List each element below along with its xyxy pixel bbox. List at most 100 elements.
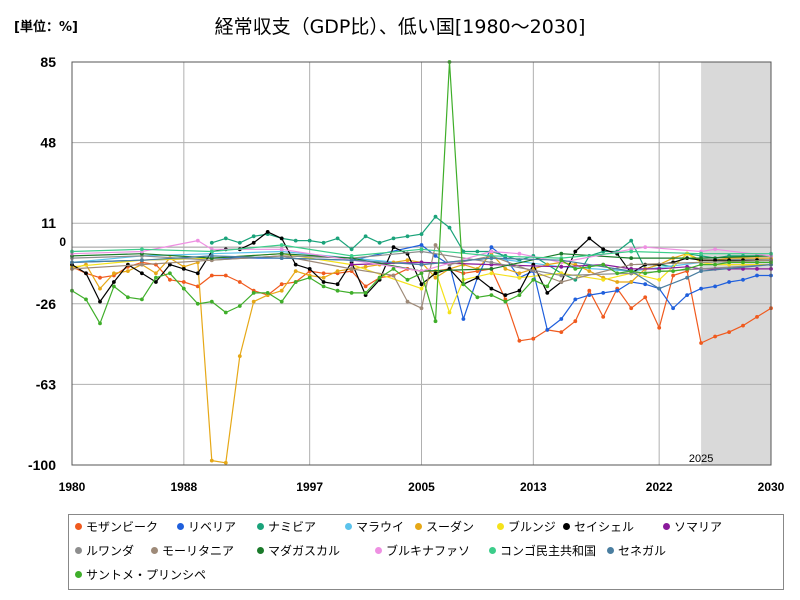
- data-point: [517, 293, 522, 297]
- data-point: [84, 271, 88, 276]
- data-point: [671, 306, 675, 311]
- data-point: [489, 286, 494, 291]
- data-point: [461, 282, 466, 287]
- legend-marker: [489, 547, 496, 554]
- data-point: [699, 256, 703, 260]
- data-point: [335, 288, 340, 293]
- legend-label: ルワンダ: [86, 544, 135, 558]
- data-point: [321, 280, 326, 284]
- data-point: [559, 258, 564, 263]
- data-point: [685, 293, 689, 297]
- data-point: [209, 254, 214, 258]
- data-point: [223, 273, 228, 278]
- data-point: [545, 328, 550, 332]
- data-point: [573, 297, 578, 302]
- legend-item: ナミビア: [257, 520, 316, 534]
- data-point: [181, 267, 186, 271]
- data-point: [685, 267, 689, 271]
- data-point: [349, 247, 354, 252]
- data-point: [727, 280, 731, 284]
- data-point: [349, 291, 354, 295]
- data-point: [489, 245, 494, 250]
- data-point: [154, 280, 158, 284]
- data-point: [279, 243, 284, 247]
- x-tick-label: 2030: [758, 480, 785, 494]
- data-point: [755, 273, 759, 278]
- data-point: [713, 334, 717, 339]
- x-tick-label: 1997: [296, 480, 323, 494]
- data-point: [741, 277, 745, 282]
- data-point: [419, 243, 424, 247]
- data-point: [545, 262, 550, 267]
- data-point: [461, 249, 466, 254]
- data-point: [489, 267, 494, 271]
- data-point: [629, 280, 634, 284]
- data-point: [489, 271, 494, 276]
- data-point: [643, 271, 648, 276]
- data-point: [391, 236, 396, 241]
- data-point: [629, 262, 634, 267]
- data-point: [154, 271, 158, 276]
- data-point: [168, 271, 172, 276]
- data-point: [629, 256, 634, 260]
- data-point: [699, 262, 703, 267]
- forecast-region: [701, 62, 771, 465]
- legend: モザンビーク リベリア ナミビア マラウイ スーダン ブルンジ セイシェル ソマリア ルワンダ モ…: [68, 514, 784, 590]
- data-point: [601, 315, 606, 319]
- legend-item: リベリア: [177, 520, 236, 534]
- data-point: [154, 275, 158, 280]
- data-point: [503, 267, 508, 271]
- y-tick-label: -100: [28, 457, 56, 473]
- data-point: [293, 280, 298, 284]
- data-point: [265, 230, 270, 234]
- data-point: [433, 271, 438, 276]
- series-14: [70, 60, 773, 326]
- data-point: [321, 240, 326, 245]
- data-point: [559, 273, 564, 278]
- data-point: [755, 260, 759, 265]
- forecast-label: 2025: [689, 453, 713, 465]
- data-point: [391, 267, 396, 271]
- data-point: [126, 295, 130, 300]
- data-point: [335, 282, 340, 287]
- legend-label: セネガル: [618, 544, 667, 558]
- data-point: [699, 341, 703, 345]
- legend-label: リベリア: [188, 520, 237, 534]
- data-point: [629, 238, 634, 243]
- legend-label: マダガスカル: [268, 544, 341, 558]
- legend-marker: [151, 547, 158, 554]
- data-point: [559, 264, 564, 269]
- plot-frame: [71, 61, 772, 466]
- data-point: [447, 310, 452, 315]
- legend-label: モーリタニア: [162, 544, 235, 558]
- data-point: [755, 315, 759, 319]
- data-point: [531, 277, 536, 282]
- data-point: [251, 299, 256, 304]
- unit-label: [単位：%]: [14, 20, 78, 35]
- legend-label: ブルキナファソ: [386, 544, 471, 558]
- y-tick-label: 11: [41, 215, 56, 231]
- data-point: [643, 245, 648, 250]
- data-point: [629, 306, 634, 311]
- legend-item: スーダン: [415, 520, 474, 534]
- data-point: [112, 271, 116, 276]
- legend-marker: [75, 523, 82, 530]
- data-point: [209, 240, 214, 245]
- data-point: [363, 284, 368, 289]
- data-point: [181, 286, 186, 291]
- data-point: [657, 269, 662, 273]
- data-point: [391, 245, 396, 250]
- data-point: [335, 236, 340, 241]
- data-point: [755, 267, 759, 271]
- x-tick-label: 2005: [408, 480, 435, 494]
- data-point: [405, 277, 410, 282]
- data-point: [601, 247, 606, 252]
- data-point: [489, 256, 494, 260]
- data-point: [363, 234, 368, 239]
- data-point: [195, 271, 200, 276]
- legend-item: サントメ・プリンシペ: [75, 568, 206, 582]
- data-point: [349, 262, 354, 267]
- legend-item: セイシェル: [563, 520, 634, 534]
- data-point: [237, 304, 242, 308]
